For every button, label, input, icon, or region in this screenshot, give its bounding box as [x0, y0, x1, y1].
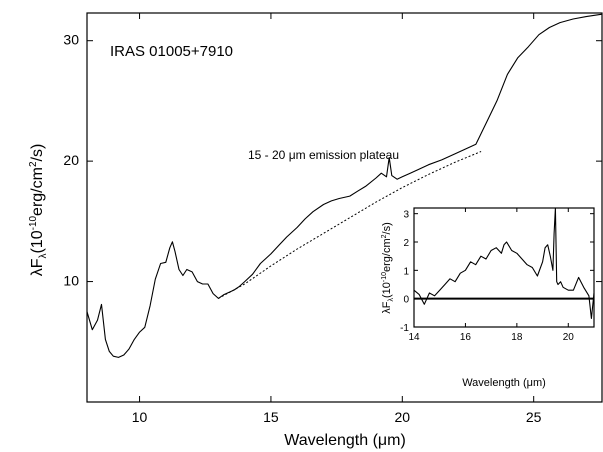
main-ticks — [87, 13, 602, 402]
inset-y-tick-label: 1 — [403, 266, 409, 277]
inset-x-axis-label: Wavelength (μm) — [462, 377, 546, 389]
inset-x-tick-label: 14 — [408, 332, 420, 343]
main-x-tick-label: 25 — [526, 409, 542, 425]
inset-x-tick-label: 16 — [460, 332, 472, 343]
inset-tick-labels: 14 16 18 20 -1 0 1 2 3 — [400, 210, 574, 343]
inset-plot-frame — [413, 207, 595, 328]
main-y-tick-label: 10 — [63, 273, 79, 289]
main-y-tick-label: 30 — [63, 32, 79, 48]
inset-background — [414, 208, 594, 327]
main-x-axis-label: Wavelength (μm) — [284, 432, 406, 449]
main-plot-frame — [86, 12, 603, 403]
emission-plateau-annotation: 15 - 20 μm emission plateau — [248, 148, 399, 162]
inset-y-axis-label: λFλ(10-10erg/cm2/s) — [381, 222, 395, 314]
main-x-tick-label: 20 — [395, 409, 411, 425]
inset-spectrum-line — [413, 207, 595, 320]
main-dotted-continuum — [218, 151, 482, 299]
inset-x-tick-label: 18 — [511, 332, 523, 343]
main-x-tick-label: 10 — [132, 409, 148, 425]
main-y-axis-label: λFλ(10-10erg/cm2/s) — [28, 144, 49, 277]
main-y-tick-label: 20 — [63, 152, 79, 168]
main-x-tick-label: 15 — [263, 409, 279, 425]
inset-y-tick-label: 2 — [403, 238, 409, 249]
main-spectrum-line — [86, 13, 603, 358]
inset-y-tick-label: 0 — [403, 295, 409, 306]
inset-y-tick-label: -1 — [400, 323, 409, 334]
main-title: IRAS 01005+7910 — [110, 43, 233, 60]
inset-y-tick-label: 3 — [403, 210, 409, 221]
inset-x-tick-label: 20 — [563, 332, 575, 343]
